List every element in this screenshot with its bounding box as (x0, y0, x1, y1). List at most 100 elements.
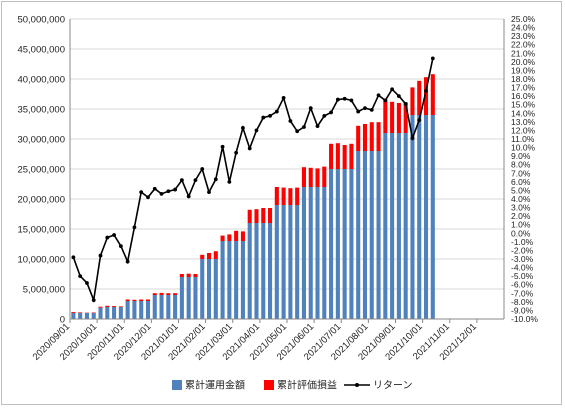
y-left-tick-label: 10,000,000 (17, 255, 65, 266)
bar-cumulative-invested (383, 133, 388, 319)
y-right-tick-label: -9.0% (511, 305, 534, 315)
y-right-tick-label: 14.0% (511, 108, 536, 118)
return-point (118, 244, 123, 249)
return-series-line (72, 58, 434, 304)
bar-cumulative-invested (227, 241, 232, 319)
y-right-tick-label: 18.0% (511, 74, 536, 84)
bar-cumulative-invested (417, 115, 422, 319)
bar-cumulative-invested (430, 115, 435, 319)
y-right-tick-label: 2.0% (511, 211, 531, 221)
bar-cumulative-gain (71, 312, 76, 313)
bar-cumulative-invested (173, 295, 178, 319)
y-right-tick-label: 20.0% (511, 57, 536, 67)
bar-cumulative-invested (376, 151, 381, 319)
bar-cumulative-gain (234, 230, 239, 241)
bar-cumulative-gain (213, 251, 218, 259)
bar-cumulative-gain (281, 187, 286, 205)
y-right-tick-label: 25.0% (511, 14, 536, 24)
return-point (179, 178, 184, 183)
return-point (363, 106, 367, 111)
return-point (369, 107, 374, 112)
y-right-tick-label: 16.0% (511, 91, 536, 101)
bar-cumulative-invested (166, 295, 171, 319)
return-point (342, 96, 347, 101)
bar-cumulative-gain (329, 143, 334, 169)
y-right-tick-label: 6.0% (511, 177, 531, 187)
y-right-tick-label: 22.0% (511, 40, 536, 50)
bar-cumulative-invested (335, 169, 340, 319)
bar-cumulative-gain (268, 208, 273, 223)
y-right-tick-label: -1.0% (511, 237, 534, 247)
return-point (417, 118, 422, 123)
bar-cumulative-invested (186, 277, 191, 319)
return-point (254, 128, 259, 133)
bar-cumulative-gain (78, 312, 83, 313)
return-point (105, 235, 110, 240)
y-right-tick-label: 17.0% (511, 83, 536, 93)
return-point (288, 119, 293, 123)
return-point (335, 97, 340, 102)
y-left-tick-label: 0 (60, 315, 65, 326)
bar-cumulative-invested (159, 295, 164, 319)
bar-cumulative-gain (125, 299, 130, 301)
bar-cumulative-gain (322, 166, 327, 187)
return-point (274, 109, 279, 114)
return-point (329, 110, 333, 115)
legend: 累計運用金額 累計評価損益 リターン (172, 379, 413, 392)
bar-cumulative-gain (105, 305, 110, 307)
bar-cumulative-gain (179, 274, 184, 277)
return-point (241, 125, 245, 130)
return-point (295, 129, 300, 134)
return-point (71, 255, 76, 260)
return-point (146, 195, 150, 200)
return-point (396, 94, 401, 99)
return-point (410, 136, 415, 141)
y-right-tick-label: 8.0% (511, 160, 531, 170)
bar-cumulative-gain (362, 124, 368, 151)
return-point (213, 177, 218, 182)
bar-cumulative-invested (349, 169, 354, 319)
return-point (261, 115, 266, 120)
y-left-tick-label: 40,000,000 (17, 75, 65, 86)
bar-cumulative-gain (227, 234, 232, 241)
return-point (227, 179, 232, 184)
return-point (98, 253, 103, 258)
return-point (220, 144, 225, 149)
bar-cumulative-gain (288, 188, 293, 205)
bar-cumulative-invested (268, 223, 273, 319)
return-point (78, 274, 83, 279)
bar-cumulative-gain (254, 209, 259, 223)
y-left-tick-label: 25,000,000 (17, 165, 65, 176)
return-point (430, 56, 435, 61)
bar-cumulative-invested (105, 307, 110, 319)
return-point (91, 298, 96, 303)
bar-cumulative-invested (112, 307, 117, 319)
bar-cumulative-invested (213, 259, 218, 319)
bar-cumulative-invested (152, 295, 157, 319)
y-left-tick-label: 5,000,000 (23, 285, 65, 296)
bar-cumulative-gain (335, 143, 340, 169)
return-point (356, 109, 361, 114)
bar-cumulative-gain (247, 209, 252, 223)
bar-cumulative-gain (173, 293, 178, 295)
y-left-tick-label: 20,000,000 (17, 195, 65, 206)
bars (71, 74, 435, 319)
y-right-tick-label: 23.0% (511, 31, 536, 41)
bar-cumulative-gain (139, 299, 144, 301)
bar-cumulative-gain (186, 273, 191, 277)
bar-cumulative-invested (281, 205, 286, 319)
bar-cumulative-gain (240, 231, 245, 241)
y-right-tick-label: -7.0% (511, 288, 534, 298)
bar-cumulative-invested (329, 169, 334, 319)
return-point (186, 194, 191, 199)
y-right-tick-label: -3.0% (511, 254, 534, 264)
bar-cumulative-gain (430, 74, 435, 115)
y-left-axis-labels: 0 5,000,000 10,000,000 15,000,000 20,000,000… (17, 15, 65, 326)
bar-cumulative-gain (396, 103, 401, 133)
bar-cumulative-invested (315, 187, 320, 319)
bar-cumulative-invested (98, 307, 103, 319)
bar-cumulative-gain (403, 102, 408, 133)
bar-cumulative-gain (206, 253, 212, 259)
